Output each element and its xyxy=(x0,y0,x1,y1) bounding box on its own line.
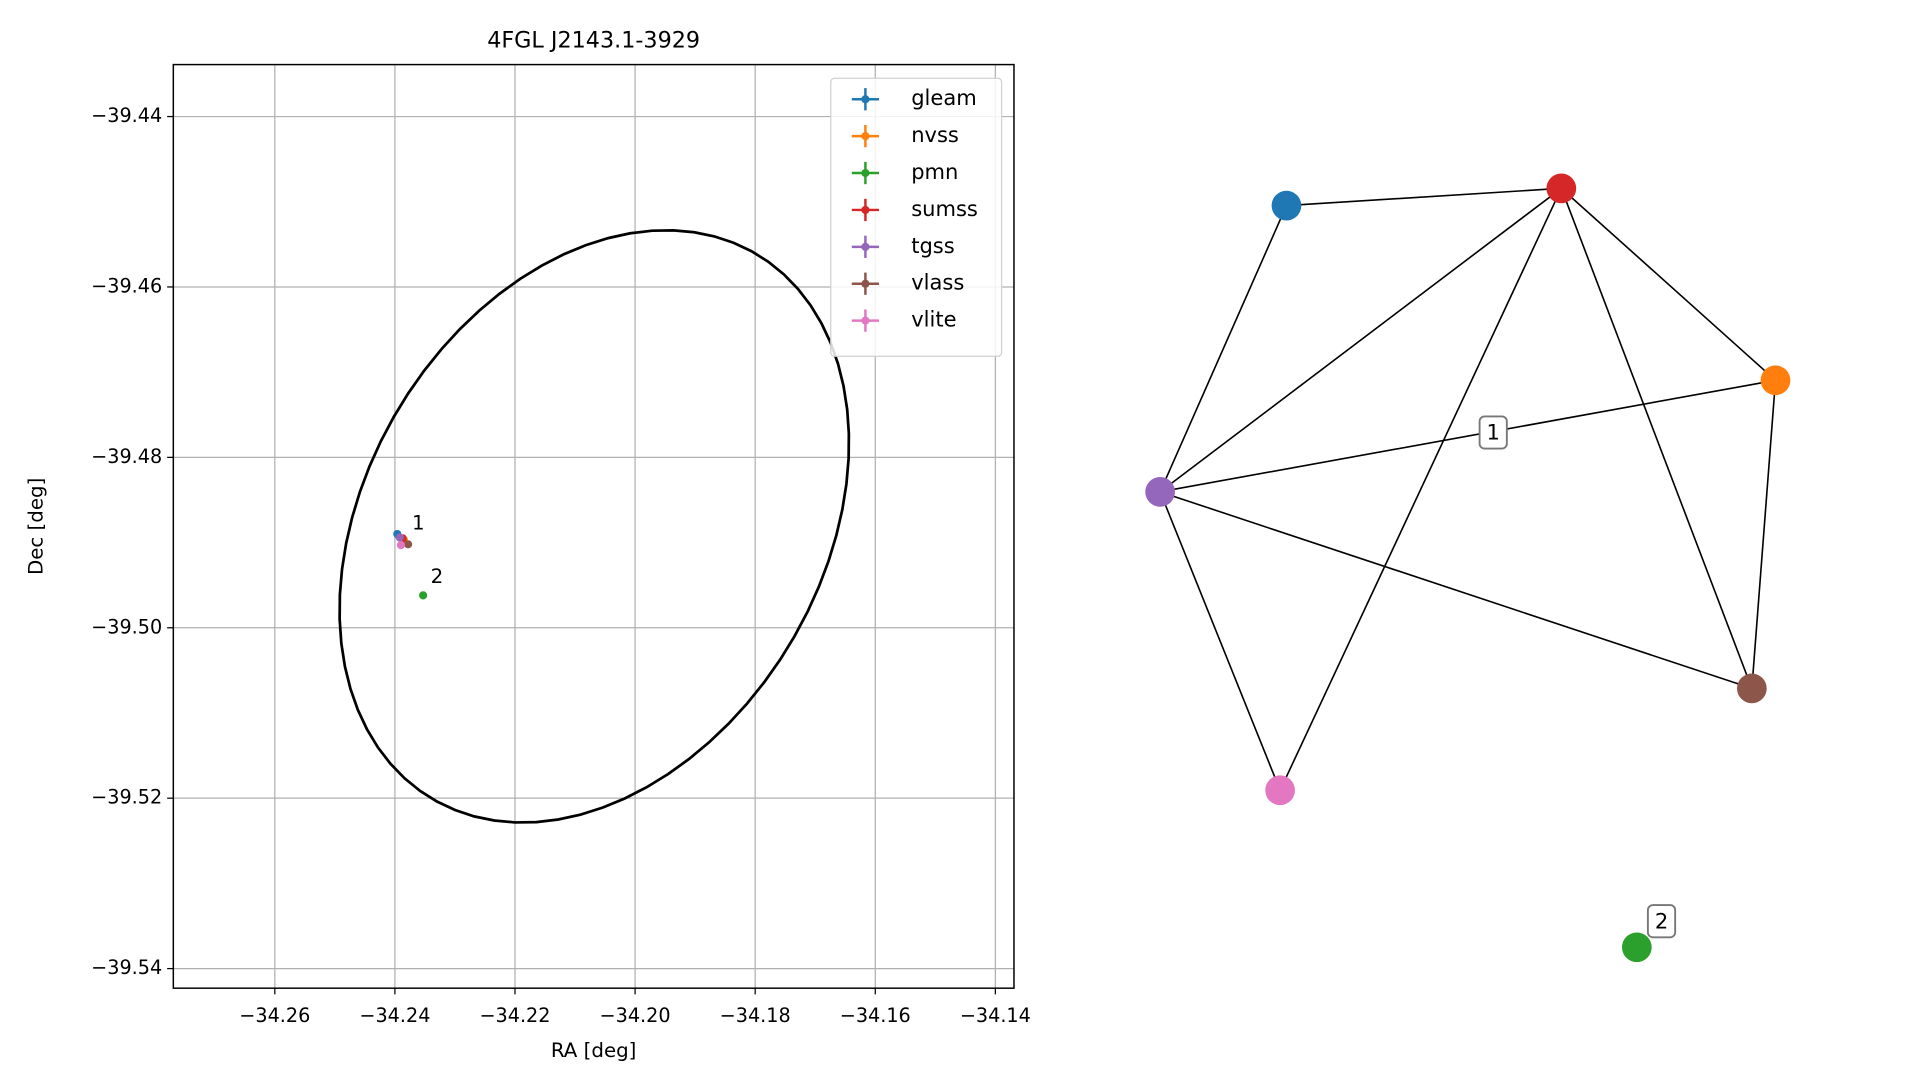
node xyxy=(1265,775,1295,806)
edge xyxy=(1560,187,1777,381)
legend-marker xyxy=(851,125,880,148)
cluster-label-box xyxy=(1646,904,1677,939)
x-tick-label: −34.20 xyxy=(600,1004,671,1027)
chart-title: 4FGL J2143.1-3929 xyxy=(487,28,700,54)
legend-label: vlite xyxy=(911,307,956,332)
y-tick-label: −39.44 xyxy=(91,104,162,127)
x-tick-label: −34.26 xyxy=(239,1004,310,1027)
y-axis-label: Dec [deg] xyxy=(25,478,48,575)
y-tick-label: −39.52 xyxy=(91,786,162,809)
edge xyxy=(1159,491,1281,791)
legend-marker-dot xyxy=(861,168,870,178)
legend-label: tgss xyxy=(911,233,955,258)
x-tick-label: −34.24 xyxy=(359,1004,430,1027)
x-tick-label: −34.14 xyxy=(960,1004,1031,1027)
edge xyxy=(1286,187,1562,207)
legend-label: nvss xyxy=(911,122,959,147)
x-tick-label: −34.22 xyxy=(479,1004,550,1027)
legend-marker xyxy=(851,161,880,185)
legend-marker xyxy=(851,88,880,111)
node xyxy=(1145,476,1175,507)
error-ellipse xyxy=(338,228,851,824)
legend-marker-dot xyxy=(861,316,870,325)
legend-label: sumss xyxy=(911,196,978,221)
x-axis-label: RA [deg] xyxy=(551,1039,637,1062)
annotation: 1 xyxy=(412,511,425,534)
cluster-label: 1 xyxy=(1487,420,1500,445)
edge xyxy=(1751,380,1777,689)
y-tick-label: −39.54 xyxy=(91,956,162,979)
legend-marker-dot xyxy=(861,279,870,288)
y-tick-label: −39.46 xyxy=(91,274,162,297)
y-tick-label: −39.50 xyxy=(91,615,162,638)
legend-label: vlass xyxy=(911,270,964,295)
annotation: 2 xyxy=(431,565,444,588)
legend-marker-dot xyxy=(861,95,870,104)
x-tick-label: −34.16 xyxy=(840,1004,911,1027)
legend-marker-dot xyxy=(861,242,870,251)
node xyxy=(1760,365,1791,396)
legend-marker xyxy=(851,235,880,258)
network-panel: 12 xyxy=(1145,173,1791,963)
cluster-label: 2 xyxy=(1655,908,1668,933)
edge xyxy=(1159,187,1562,493)
x-tick-label: −34.18 xyxy=(720,1004,791,1027)
cluster-label-box xyxy=(1478,415,1508,450)
edge xyxy=(1279,187,1563,791)
legend-label: pmn xyxy=(911,159,958,184)
edge xyxy=(1159,205,1288,493)
legend-marker xyxy=(851,309,880,332)
legend-box xyxy=(830,77,1003,357)
legend-marker-dot xyxy=(861,132,870,141)
edge xyxy=(1560,188,1753,689)
source-point xyxy=(396,541,405,550)
source-point xyxy=(404,540,413,549)
node xyxy=(1621,932,1652,963)
legend-label: gleam xyxy=(911,85,977,110)
node xyxy=(1546,173,1577,204)
node xyxy=(1271,190,1302,221)
source-point xyxy=(395,533,404,542)
axes-frame xyxy=(172,63,1015,989)
legend-marker xyxy=(851,272,880,295)
node xyxy=(1736,673,1767,704)
scatter-panel: 4FGL J2143.1-3929 RA [deg] Dec [deg] −34… xyxy=(25,28,1031,1062)
edge xyxy=(1159,491,1753,690)
edge xyxy=(1159,379,1776,493)
legend-marker xyxy=(851,198,880,222)
source-point xyxy=(419,591,428,600)
y-tick-label: −39.48 xyxy=(91,445,162,468)
legend-marker-dot xyxy=(861,205,870,215)
